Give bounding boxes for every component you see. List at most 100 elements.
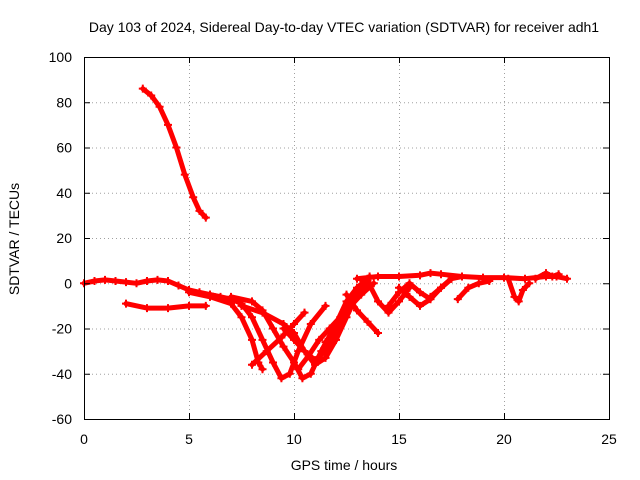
data-point — [374, 272, 382, 281]
data-point — [563, 274, 571, 283]
data-point — [311, 356, 319, 365]
data-point — [248, 360, 256, 369]
ticks — [84, 57, 610, 420]
data-point — [315, 335, 324, 344]
data-point — [321, 301, 330, 310]
data-point — [306, 369, 315, 378]
data-point — [395, 283, 403, 292]
data-point — [458, 272, 466, 281]
data-point — [416, 288, 424, 297]
data-point — [180, 170, 189, 179]
data-point — [155, 102, 164, 111]
data-point — [164, 304, 172, 313]
data-point — [138, 84, 147, 93]
data-point — [279, 342, 288, 351]
data-point — [321, 347, 330, 356]
data-point — [321, 353, 330, 362]
y-tick-label: -20 — [52, 321, 72, 337]
data-point — [357, 290, 366, 299]
grid — [84, 57, 609, 419]
data-point — [269, 358, 277, 367]
data-point — [237, 313, 246, 322]
data-point — [290, 329, 298, 338]
series-arc-5 — [207, 292, 328, 381]
data-point — [172, 143, 181, 152]
data-point — [279, 324, 288, 333]
x-tick-label: 15 — [391, 431, 407, 447]
data-point — [426, 292, 435, 301]
data-point — [453, 295, 462, 304]
data-point — [405, 279, 414, 288]
data-point — [262, 347, 271, 356]
y-tick-label: -40 — [52, 366, 72, 382]
data-point — [504, 274, 513, 283]
data-point — [258, 308, 267, 317]
data-point — [164, 276, 172, 285]
data-point — [277, 374, 286, 383]
chart-title: Day 103 of 2024, Sidereal Day-to-day VTE… — [89, 19, 599, 35]
data-point — [426, 269, 435, 278]
data-point — [294, 365, 303, 374]
series-arc-10 — [295, 280, 377, 372]
data-point — [248, 313, 256, 322]
series-layer — [80, 84, 571, 383]
data-point — [304, 351, 313, 360]
data-point — [258, 365, 267, 374]
data-point — [321, 338, 330, 347]
data-point — [510, 292, 519, 301]
data-point — [290, 358, 298, 367]
data-point — [384, 301, 393, 310]
y-tick-label: 80 — [56, 94, 72, 110]
data-point — [447, 274, 456, 283]
x-tick-label: 10 — [286, 431, 302, 447]
data-point — [518, 286, 527, 295]
data-point — [111, 276, 120, 285]
data-point — [548, 272, 557, 281]
x-tick-labels: 0 5 10 15 20 25 — [80, 431, 617, 447]
data-point — [101, 275, 109, 284]
data-point — [405, 292, 414, 301]
data-point — [189, 193, 198, 202]
data-point — [174, 281, 183, 290]
y-tick-label: 20 — [56, 230, 72, 246]
data-point — [525, 279, 534, 288]
data-point — [185, 288, 193, 297]
data-point — [248, 297, 256, 306]
data-point — [164, 120, 172, 129]
data-point — [353, 286, 361, 295]
data-point — [227, 292, 235, 301]
data-point — [269, 324, 277, 333]
y-tick-labels: -60 -40 -20 0 20 40 60 80 100 — [49, 49, 73, 427]
data-point — [395, 272, 403, 281]
series-arc-19 — [533, 270, 562, 282]
data-point — [554, 270, 563, 279]
x-axis-label: GPS time / hours — [291, 457, 398, 473]
data-point — [485, 276, 494, 285]
data-point — [132, 279, 141, 288]
data-point — [237, 301, 246, 310]
data-point — [342, 301, 351, 310]
data-point — [206, 290, 214, 299]
data-point — [258, 335, 267, 344]
data-point — [374, 297, 382, 306]
data-point — [437, 270, 445, 279]
data-point — [143, 276, 151, 285]
x-tick-label: 20 — [496, 431, 512, 447]
data-point — [300, 347, 309, 356]
data-point — [464, 283, 473, 292]
data-point — [285, 369, 294, 378]
data-point — [90, 276, 99, 285]
data-point — [147, 91, 156, 100]
data-point — [122, 278, 130, 287]
data-point — [248, 335, 256, 344]
data-point — [374, 329, 382, 338]
series-arc-12 — [344, 292, 381, 336]
data-point — [353, 274, 361, 283]
data-point — [514, 297, 523, 306]
data-point — [353, 306, 361, 315]
data-point — [122, 299, 130, 308]
data-point — [342, 290, 351, 299]
data-point — [363, 317, 372, 326]
y-tick-label: 100 — [49, 49, 73, 65]
